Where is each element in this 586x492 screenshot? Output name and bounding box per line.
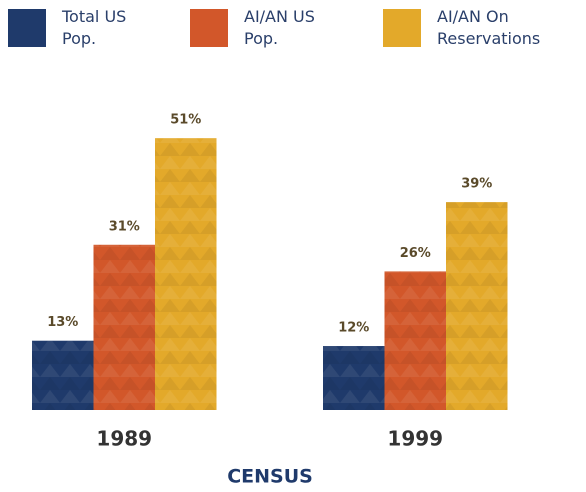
x-tick-label: 1999 — [387, 427, 443, 451]
legend-item: AI/AN On Reservations — [383, 6, 586, 50]
data-label: 39% — [461, 177, 492, 192]
legend-swatch — [8, 9, 46, 47]
legend-label: AI/AN US Pop. — [244, 7, 315, 48]
legend-swatch — [383, 9, 421, 47]
legend-swatch — [190, 9, 228, 47]
bar-pattern — [93, 244, 155, 410]
data-label: 13% — [47, 315, 78, 330]
data-label: 31% — [109, 219, 140, 234]
legend-item: Total US Pop. — [8, 6, 142, 50]
data-label: 12% — [338, 321, 369, 336]
bar-pattern — [446, 202, 508, 410]
bar-pattern — [155, 138, 217, 411]
legend-item: AI/AN US Pop. — [190, 6, 334, 50]
data-label: 51% — [170, 113, 201, 128]
chart-title: CENSUS — [227, 466, 313, 488]
x-tick-label: 1989 — [96, 427, 152, 451]
legend-label: AI/AN On Reservations — [437, 7, 541, 48]
legend-label: Total US Pop. — [62, 7, 127, 48]
data-label: 26% — [400, 246, 431, 261]
bar-pattern — [384, 271, 446, 410]
bar-pattern — [32, 340, 94, 410]
bar-pattern — [323, 346, 385, 410]
